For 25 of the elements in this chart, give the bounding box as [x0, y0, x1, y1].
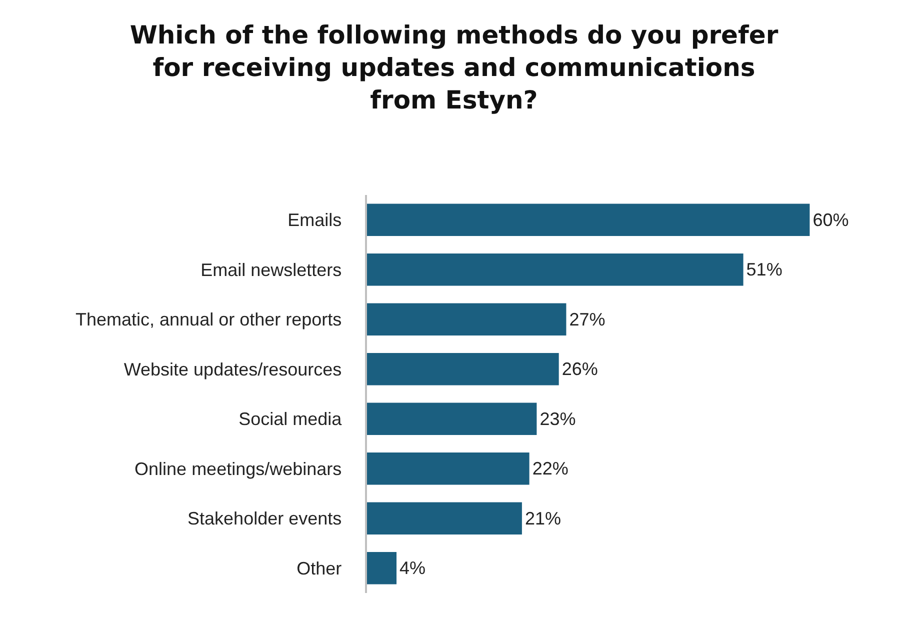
y-tick-label: Emails	[288, 210, 342, 230]
bar	[367, 552, 397, 584]
y-tick-label: Thematic, annual or other reports	[76, 310, 342, 330]
bar	[367, 502, 522, 535]
data-label: 4%	[400, 558, 426, 578]
bar	[367, 402, 537, 436]
data-label: 21%	[524, 508, 561, 528]
data-label: 23%	[540, 408, 576, 429]
data-label: 51%	[746, 260, 782, 280]
y-tick-label: Online meetings/webinars	[134, 458, 342, 479]
y-tick-label: Website updates/resources	[124, 359, 342, 380]
data-label: 22%	[532, 458, 568, 479]
bar	[367, 303, 566, 336]
y-tick-label: Email newsletters	[200, 260, 342, 280]
y-tick-label: Other	[296, 558, 342, 578]
data-label: 26%	[562, 359, 598, 380]
bar	[367, 452, 530, 485]
y-tick-label: Social media	[238, 409, 343, 430]
data-label: 60%	[812, 210, 849, 230]
y-tick-label: Stakeholder events	[188, 508, 342, 529]
data-label: 27%	[569, 309, 606, 330]
bar	[367, 352, 559, 386]
bar	[367, 204, 810, 236]
bar	[367, 253, 744, 286]
chart-title: Which of the following methods do you prefer for receiving updates and communications from Estyn?	[130, 20, 779, 114]
